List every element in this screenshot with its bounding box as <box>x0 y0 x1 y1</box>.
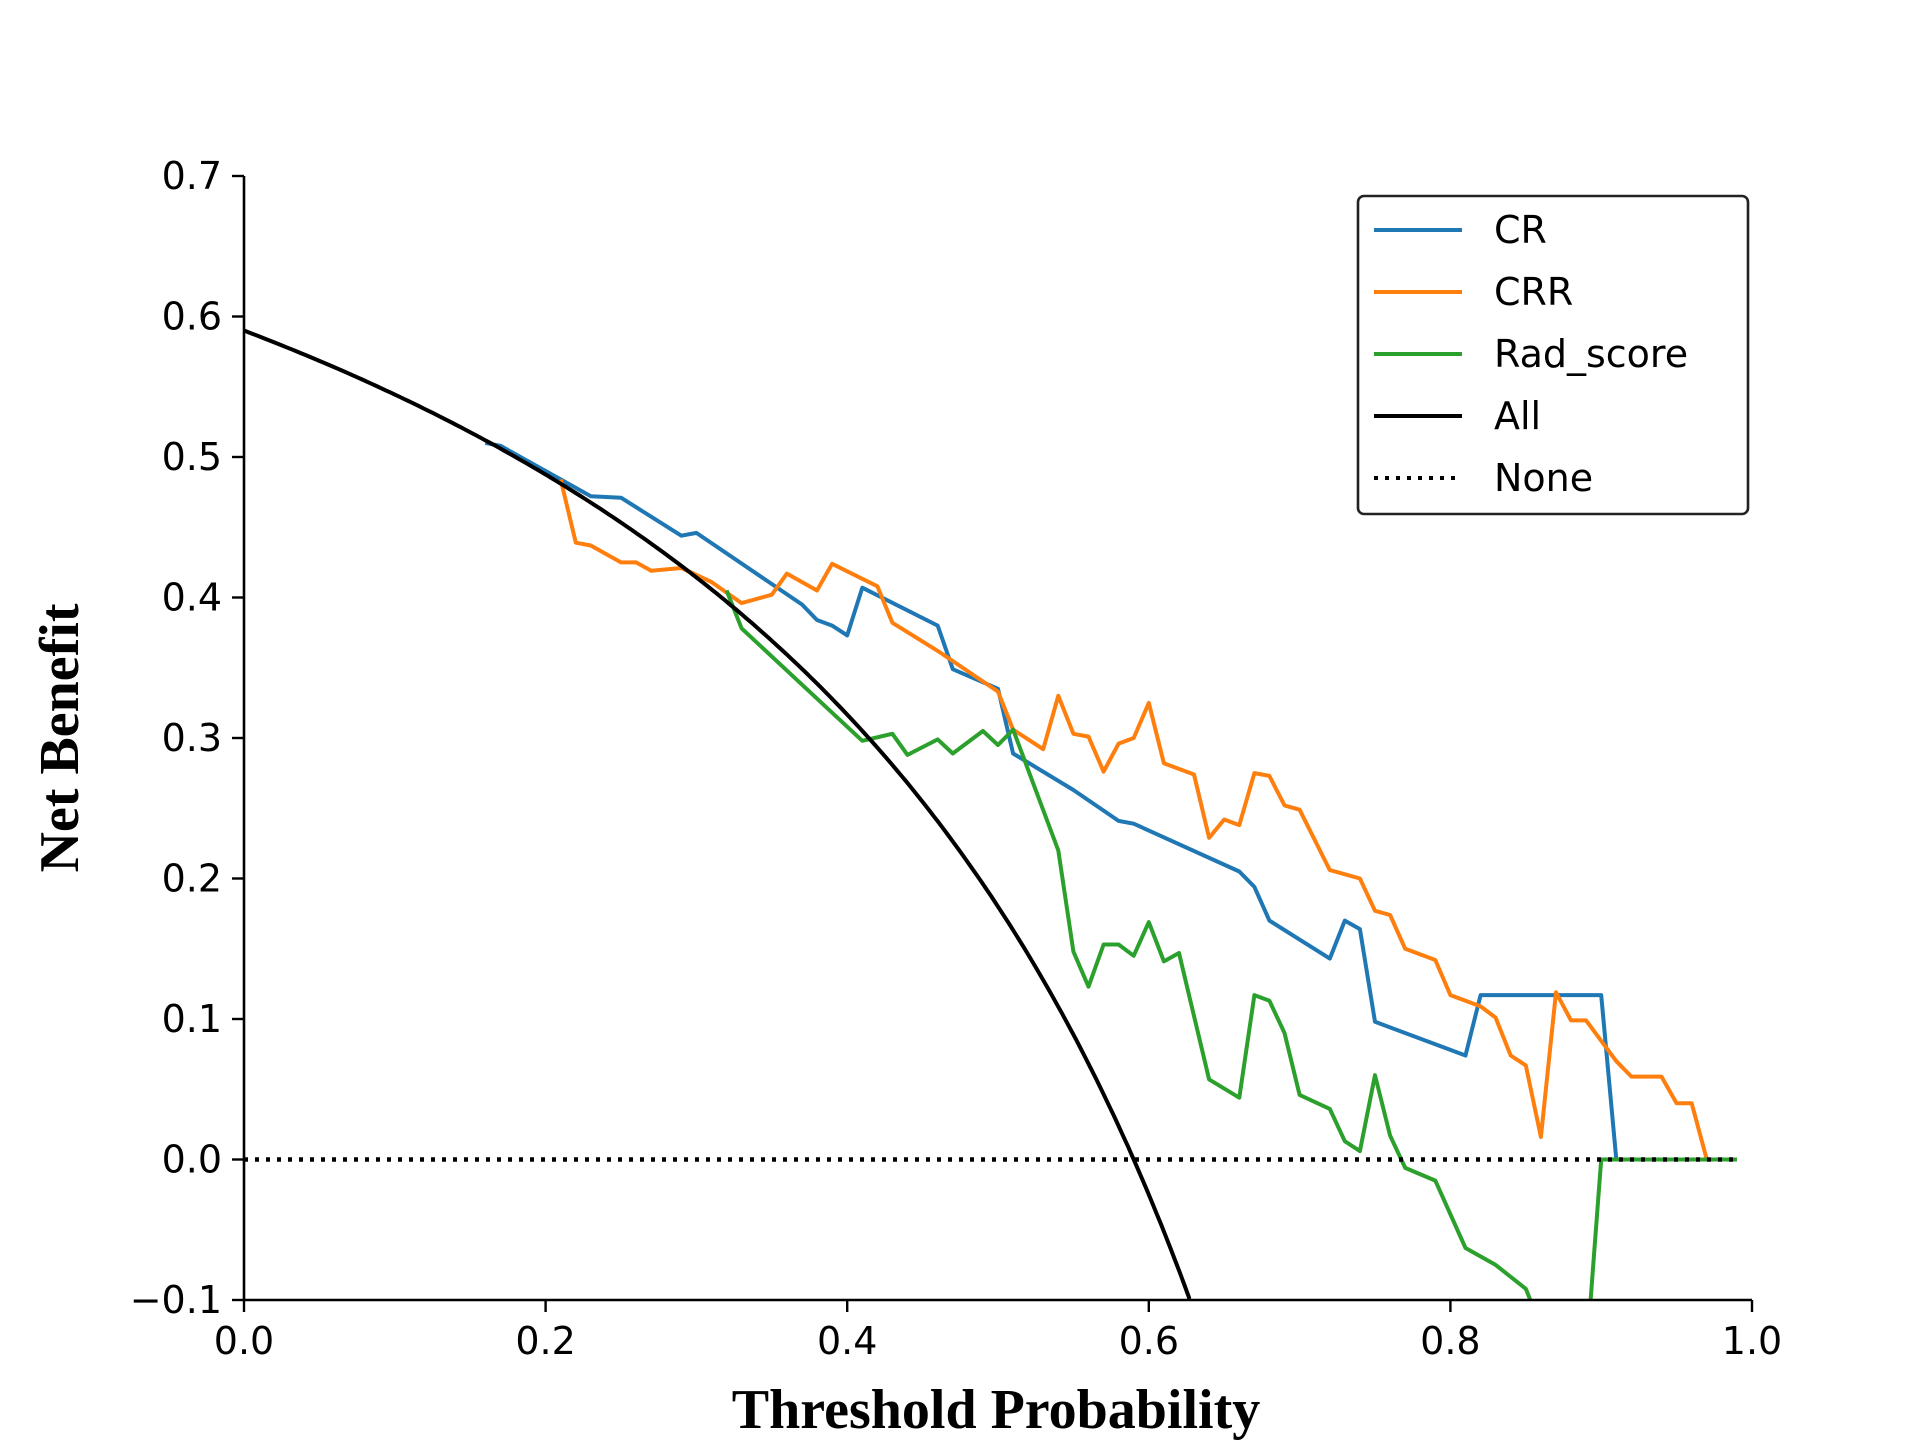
legend-label-rad-score: Rad_score <box>1494 332 1688 376</box>
x-tick-label: 0.8 <box>1420 1319 1480 1363</box>
series-layer <box>244 328 1737 1300</box>
series-rad-score-line <box>724 589 1533 1300</box>
x-tick-label: 1.0 <box>1722 1319 1782 1363</box>
series-all-line <box>244 328 1192 1300</box>
legend: CR CRR Rad_score All None <box>1356 194 1750 516</box>
x-tick-label: 0.0 <box>214 1319 274 1363</box>
series-crr-line <box>558 479 1737 1162</box>
legend-label-cr: CR <box>1494 208 1547 252</box>
x-tick-label: 0.4 <box>817 1319 877 1363</box>
x-tick-label: 0.6 <box>1119 1319 1179 1363</box>
y-tick-label: 0.6 <box>162 295 222 339</box>
y-tick-label: 0.2 <box>162 857 222 901</box>
legend-label-all: All <box>1494 394 1541 438</box>
axes-layer: 0.0 0.2 0.4 0.6 0.8 1.0−0.10.00.10.20.30.40.5… <box>130 154 1783 1363</box>
legend-label-none: None <box>1494 456 1593 500</box>
legend-frame <box>1356 194 1750 516</box>
series-rad-score-line <box>1588 1157 1737 1300</box>
x-axis-title: Threshold Probability <box>732 1379 1261 1440</box>
y-tick-label: 0.1 <box>162 997 222 1041</box>
y-tick-label: 0.0 <box>162 1138 222 1182</box>
y-tick-label: 0.4 <box>162 576 222 620</box>
y-tick-label: 0.5 <box>162 435 222 479</box>
legend-label-crr: CRR <box>1494 270 1573 314</box>
y-tick-label: 0.7 <box>162 154 222 198</box>
series-cr-line <box>484 440 1737 1162</box>
y-axis-title: Net Benefit <box>29 603 91 872</box>
y-tick-label: 0.3 <box>162 716 222 760</box>
y-tick-label: −0.1 <box>130 1278 222 1322</box>
x-tick-label: 0.2 <box>515 1319 575 1363</box>
